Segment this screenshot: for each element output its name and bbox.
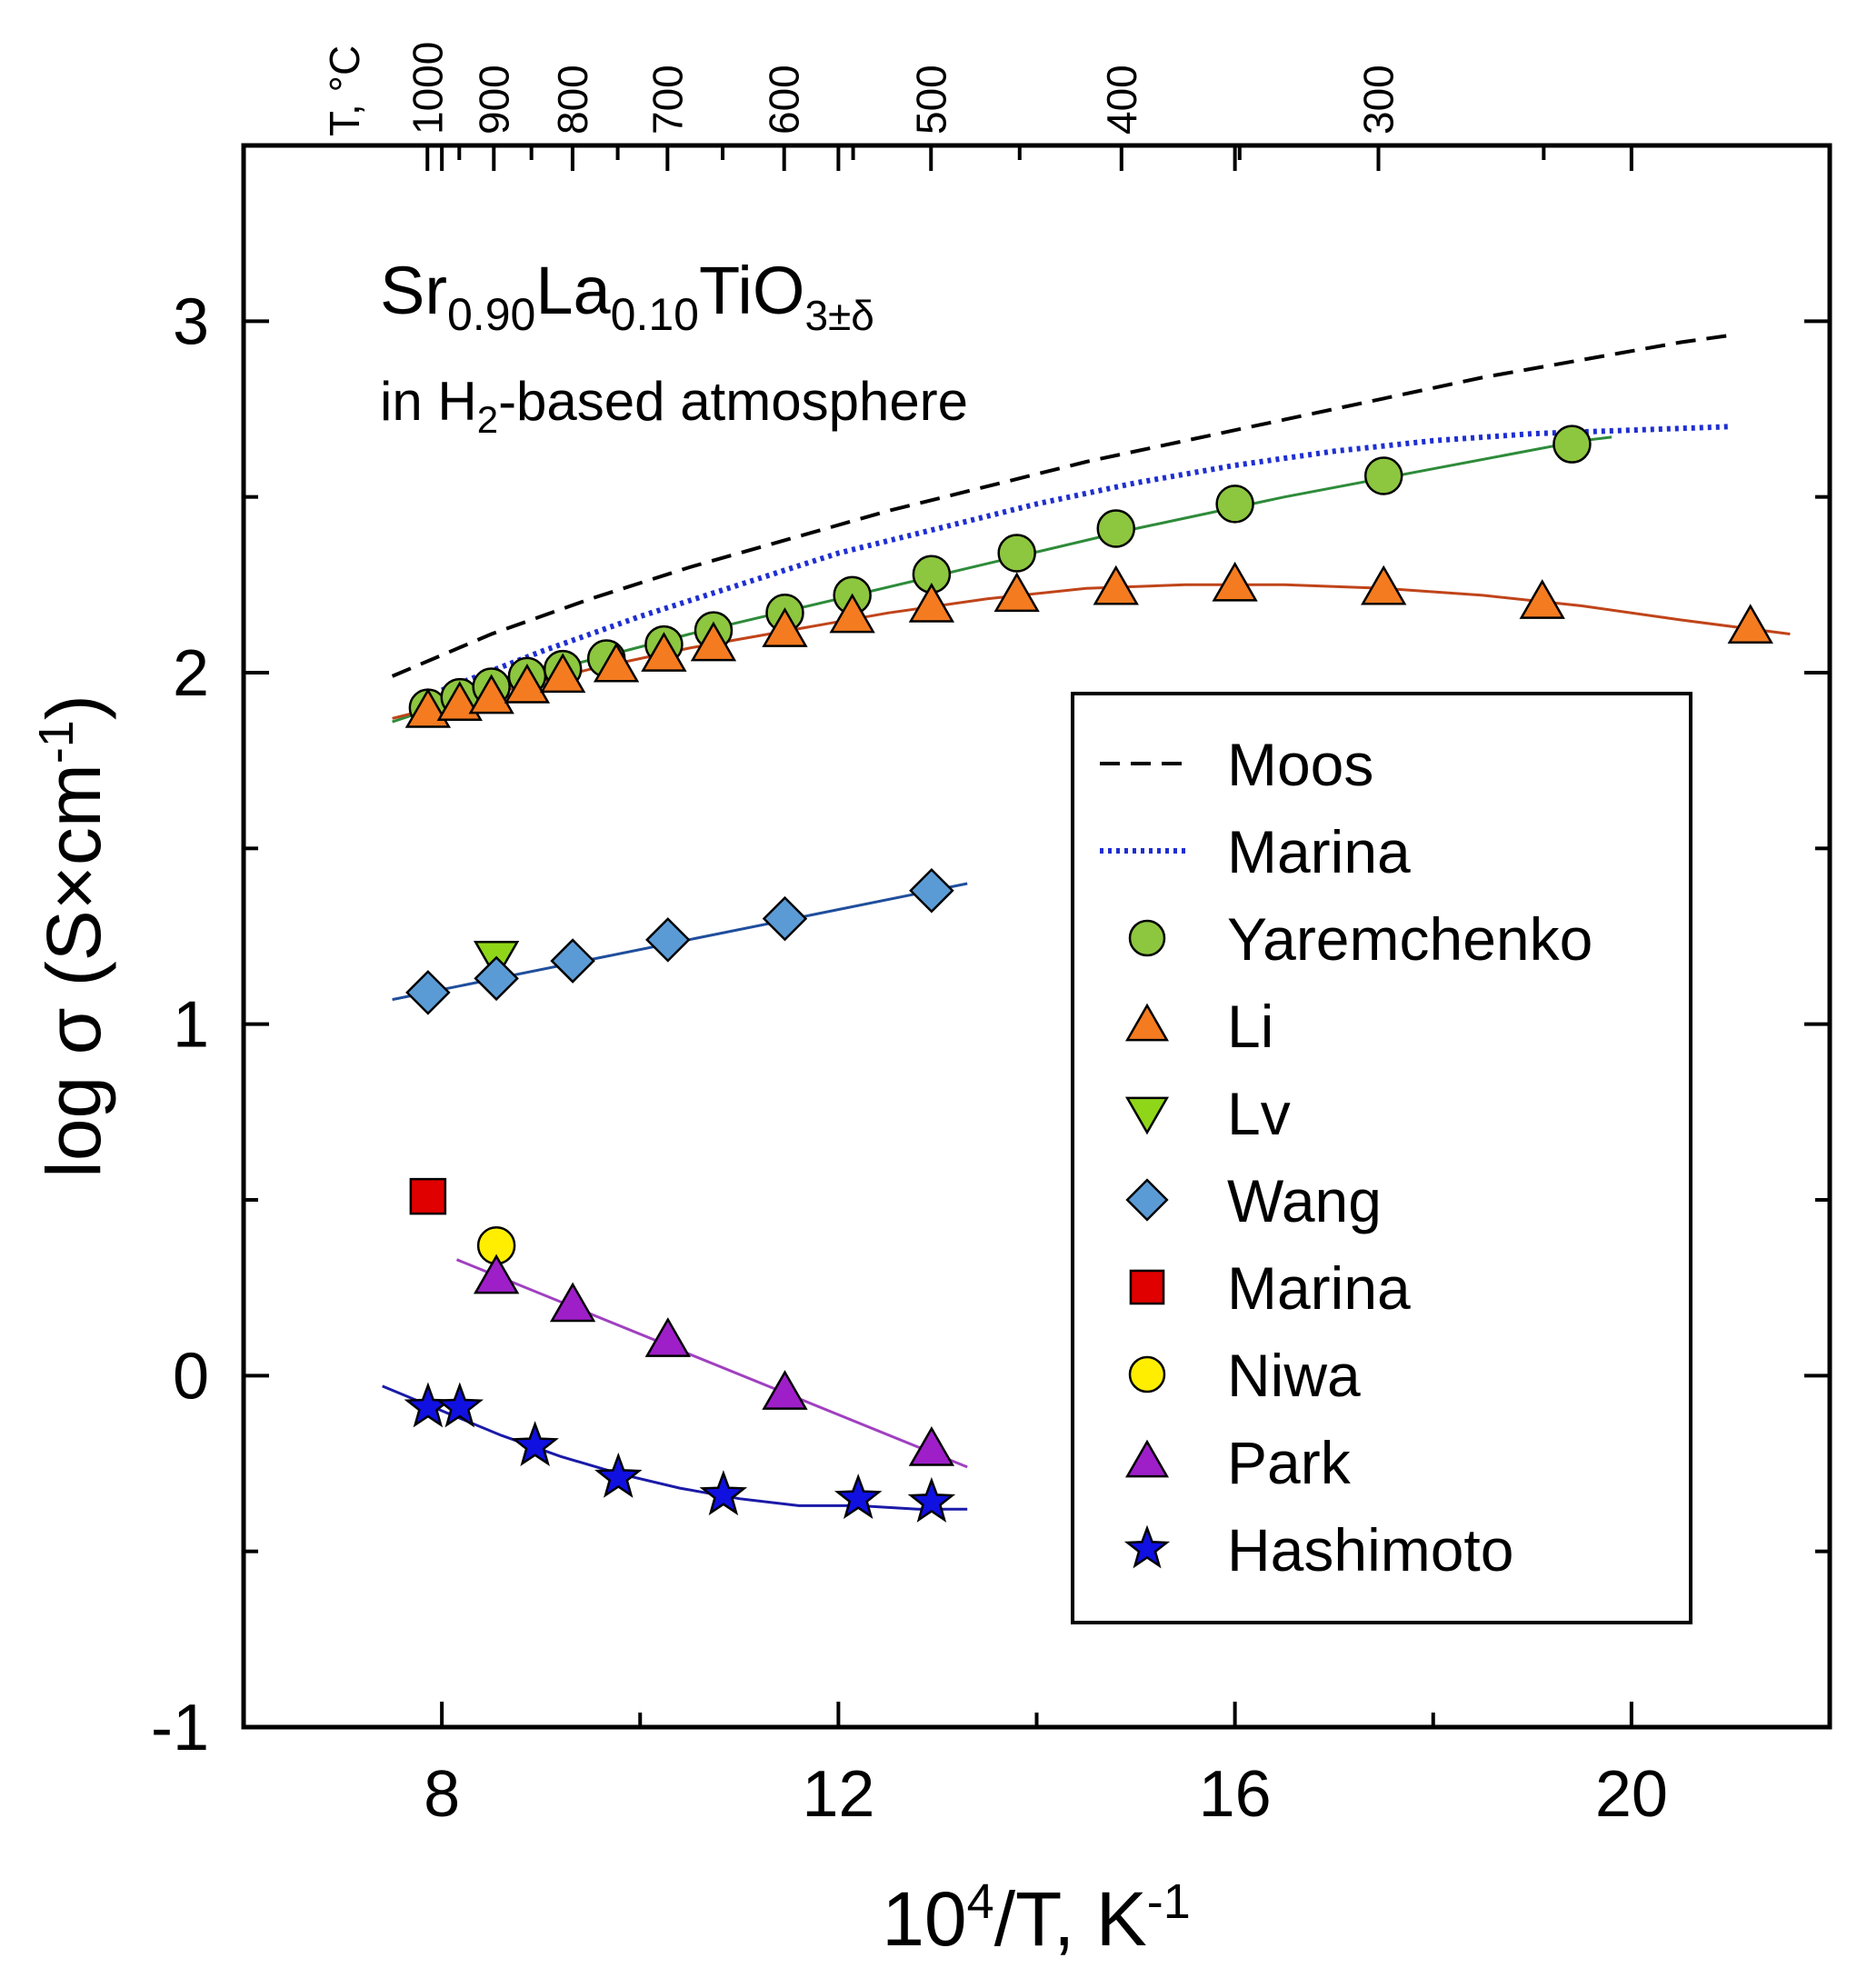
legend-marker-swatch <box>1128 1355 1166 1394</box>
legend-label: Marina <box>1227 1254 1411 1322</box>
series-line <box>441 424 1732 694</box>
data-point <box>644 1317 691 1357</box>
series-line <box>455 1258 968 1469</box>
x-tick-label: 8 <box>424 1758 460 1831</box>
legend-label: Yaremchenko <box>1227 905 1592 973</box>
data-point <box>404 688 452 728</box>
x-tick-label: 12 <box>802 1758 874 1831</box>
top-tick-label: 700 <box>644 65 691 135</box>
data-point <box>829 593 875 634</box>
data-point <box>645 917 691 963</box>
legend-marker-swatch <box>1124 1439 1170 1478</box>
legend-label: Li <box>1227 993 1273 1060</box>
legend-marker-swatch <box>1124 1003 1170 1042</box>
data-point <box>550 938 595 984</box>
x-tick-label: 20 <box>1595 1758 1668 1831</box>
top-tick-label: 800 <box>549 65 596 135</box>
data-point <box>1519 579 1565 619</box>
top-tick-label: 300 <box>1354 65 1402 135</box>
data-point <box>699 1470 748 1516</box>
legend-marker-swatch <box>1124 1096 1170 1135</box>
y-tick-label: 1 <box>173 989 209 1062</box>
top-tick-label: 500 <box>907 65 954 135</box>
top-tick-label: 400 <box>1098 65 1145 135</box>
data-point <box>1727 604 1773 644</box>
data-point <box>908 583 955 623</box>
data-point <box>1361 564 1407 605</box>
y-axis-title: log σ (S×cm-1) <box>29 694 116 1178</box>
legend: Moos Marina Yaremchenko Li Lv Wang Marina Niwa P… <box>1071 692 1692 1624</box>
data-point <box>1215 485 1254 524</box>
legend-marker-swatch <box>1123 1524 1171 1569</box>
data-point <box>834 1474 883 1520</box>
top-tick-label: 900 <box>470 65 517 135</box>
legend-marker-swatch <box>1128 919 1166 957</box>
data-point <box>468 674 514 714</box>
series-line <box>382 1384 968 1511</box>
legend-marker-swatch <box>1125 1178 1169 1222</box>
data-point <box>436 681 483 722</box>
data-point <box>909 867 954 914</box>
data-point <box>435 1382 484 1428</box>
atmosphere-annotation: in H2-based atmosphere <box>380 371 968 441</box>
data-point <box>593 642 640 683</box>
data-point <box>762 607 808 647</box>
data-point <box>907 1476 956 1523</box>
x-axis-title: 104/T, K-1 <box>882 1874 1191 1962</box>
data-point <box>993 572 1040 613</box>
y-tick-label: 0 <box>173 1340 209 1413</box>
y-tick-label: -1 <box>151 1692 209 1764</box>
legend-label: Niwa <box>1227 1342 1361 1409</box>
data-point <box>549 1282 596 1323</box>
data-point <box>690 621 737 662</box>
y-tick-label: 2 <box>173 637 209 710</box>
data-point <box>504 663 551 704</box>
data-point <box>405 970 451 1015</box>
top-tick-label: 1000 <box>404 42 451 135</box>
data-point <box>908 1426 955 1466</box>
data-markers <box>404 425 1773 1523</box>
data-point <box>404 1382 453 1428</box>
data-point <box>594 1452 643 1498</box>
legend-marker-swatch <box>1129 1269 1165 1305</box>
plot-frame <box>241 143 1832 1730</box>
data-point <box>1363 456 1403 495</box>
data-point <box>474 955 519 1002</box>
x-tick-label: 16 <box>1199 1758 1272 1831</box>
legend-label: Marina <box>1227 818 1411 885</box>
data-point <box>997 534 1036 573</box>
top-axis-title: T, °C <box>321 45 368 136</box>
data-point <box>762 895 808 942</box>
data-point <box>540 653 586 694</box>
data-point <box>762 1370 808 1410</box>
data-point <box>641 632 687 672</box>
data-point <box>409 1177 447 1215</box>
legend-label: Hashimoto <box>1227 1516 1513 1583</box>
top-tick-label: 600 <box>761 65 808 135</box>
legend-label: Park <box>1227 1429 1352 1496</box>
series-line <box>391 333 1732 678</box>
data-point <box>473 1254 520 1294</box>
y-tick-label: 3 <box>173 285 209 358</box>
data-point <box>511 1421 559 1467</box>
data-point <box>1093 564 1139 605</box>
data-point <box>1212 561 1258 602</box>
legend-label: Wang <box>1227 1167 1382 1234</box>
legend-label: Lv <box>1227 1080 1291 1147</box>
data-point <box>1552 425 1592 464</box>
legend-label: Moos <box>1227 731 1373 798</box>
data-point <box>1096 509 1135 548</box>
formula-annotation: Sr0.90La0.10TiO3±δ <box>380 253 874 340</box>
